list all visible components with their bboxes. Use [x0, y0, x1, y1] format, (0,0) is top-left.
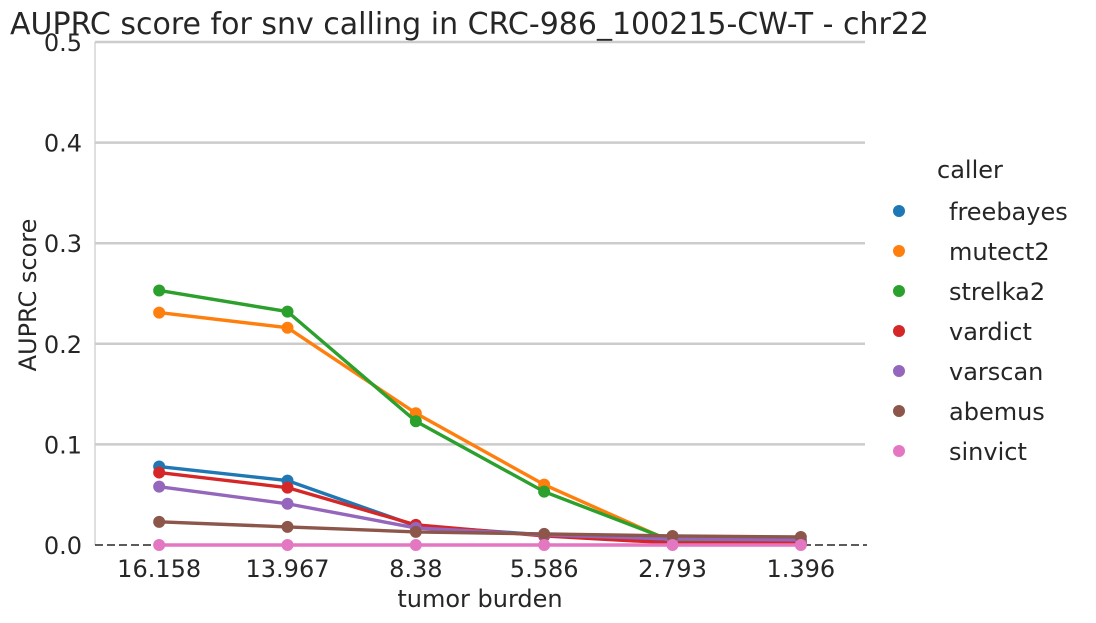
- legend-item: abemus: [893, 398, 1045, 426]
- y-tick-label: 0.0: [44, 532, 82, 560]
- data-point: [538, 539, 551, 551]
- y-tick-label: 0.5: [44, 29, 82, 57]
- legend-label: freebayes: [949, 198, 1068, 226]
- legend-item: sinvict: [893, 438, 1027, 466]
- legend-item: mutect2: [893, 238, 1050, 266]
- data-point: [281, 321, 294, 334]
- data-point: [794, 539, 807, 551]
- series-line: [158, 310, 801, 545]
- data-point: [409, 525, 422, 538]
- data-point: [281, 481, 294, 494]
- legend-marker: [893, 285, 905, 297]
- y-axis-label: AUPRC score: [14, 219, 42, 372]
- legend-title: caller: [937, 156, 1003, 184]
- data-point: [281, 497, 294, 510]
- legend-marker: [893, 245, 905, 257]
- y-tick-label: 0.3: [44, 230, 82, 258]
- legend-label: vardict: [949, 318, 1032, 346]
- data-point: [409, 539, 422, 551]
- data-point: [153, 466, 166, 479]
- legend-item: vardict: [893, 318, 1032, 346]
- gridlines: [95, 40, 865, 446]
- data-point: [666, 529, 679, 542]
- x-tick-label: 5.586: [510, 555, 579, 583]
- series-line: [159, 520, 801, 539]
- legend-item: varscan: [893, 358, 1043, 386]
- data-point: [153, 539, 166, 551]
- y-tick-labels: 0.0 0.1 0.2 0.3 0.4 0.5: [44, 29, 82, 560]
- legend-item: strelka2: [893, 278, 1045, 306]
- data-point: [281, 539, 294, 551]
- y-tick-label: 0.1: [44, 431, 82, 459]
- legend: caller freebayes mutect2 strelka2 vardict va…: [893, 156, 1068, 466]
- data-point: [153, 284, 166, 297]
- x-tick-labels: 16.158 13.967 8.38 5.586 2.793 1.396: [117, 555, 835, 583]
- data-point: [153, 306, 166, 319]
- data-point: [281, 305, 294, 318]
- legend-marker: [893, 445, 905, 457]
- series-sinvict: [153, 539, 807, 551]
- legend-label: sinvict: [949, 438, 1027, 466]
- y-tick-label: 0.2: [44, 331, 82, 359]
- x-tick-label: 16.158: [117, 555, 201, 583]
- x-axis-label: tumor burden: [397, 585, 562, 613]
- data-point: [666, 539, 679, 551]
- chart-title: AUPRC score for snv calling in CRC-986_1…: [10, 7, 929, 42]
- data-point: [538, 485, 551, 498]
- legend-marker: [893, 325, 905, 337]
- data-point: [409, 415, 422, 428]
- data-point: [153, 515, 166, 528]
- legend-marker: [893, 205, 905, 217]
- legend-marker: [893, 405, 905, 417]
- legend-items: freebayes mutect2 strelka2 vardict varscan ab…: [893, 198, 1068, 466]
- legend-label: strelka2: [949, 278, 1045, 306]
- legend-marker: [893, 365, 905, 377]
- legend-label: mutect2: [949, 238, 1050, 266]
- data-point: [281, 520, 294, 533]
- x-tick-label: 2.793: [638, 555, 707, 583]
- data-point: [538, 527, 551, 540]
- series-layer: [153, 284, 807, 551]
- data-point: [153, 480, 166, 493]
- legend-label: abemus: [949, 398, 1045, 426]
- x-tick-label: 1.396: [766, 555, 835, 583]
- legend-item: freebayes: [893, 198, 1068, 226]
- x-tick-label: 13.967: [246, 555, 330, 583]
- x-tick-label: 8.38: [389, 555, 442, 583]
- legend-label: varscan: [949, 358, 1043, 386]
- y-tick-label: 0.4: [44, 130, 82, 158]
- series-line: [158, 288, 801, 544]
